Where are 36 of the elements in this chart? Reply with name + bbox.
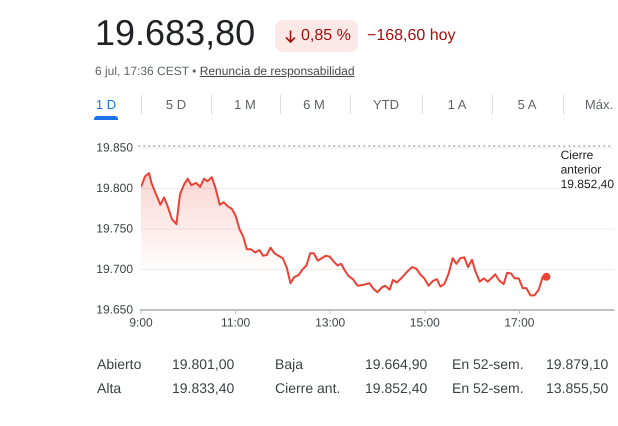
y-tick-label: 19.700 [96, 262, 134, 276]
y-tick-label: 19.650 [96, 302, 134, 316]
text: Baja [275, 356, 304, 372]
text: 19.833,40 [172, 380, 234, 396]
y-tick-label: 19.850 [96, 140, 134, 154]
x-tick-label: 13:00 [315, 316, 346, 330]
x-tick-label: 15:00 [410, 316, 440, 330]
text: 19.879,10 [546, 356, 608, 372]
ref-line-label: Cierre anterior 19.852,40 [560, 148, 614, 192]
text: En 52-sem. [452, 356, 524, 372]
text: 1 D [96, 97, 116, 113]
text: En 52-sem. [452, 380, 524, 396]
text: 5 D [166, 97, 186, 113]
chart-subtitle: 6 jul, 17:36 CEST • [95, 64, 196, 78]
text: 19.801,00 [172, 356, 234, 372]
text: YTD [373, 97, 399, 113]
text: 19.664,90 [365, 356, 428, 372]
chart-title: 19.683,80 [95, 12, 256, 54]
x-tick-label: 11:00 [221, 316, 250, 330]
text: Abierto [97, 356, 142, 372]
text: Máx. [584, 97, 614, 113]
y-tick-label: 19.750 [96, 221, 134, 236]
x-tick-label: 17:00 [504, 316, 535, 330]
text: Renuncia de responsabilidad [200, 64, 354, 78]
text: 19.852,40 [365, 380, 428, 396]
y-tick-label: 19.800 [96, 180, 134, 195]
text: Cierre ant. [275, 380, 340, 396]
text: 13.855,50 [546, 380, 608, 396]
x-tick-label: 9:00 [129, 316, 153, 330]
text: −168,60 hoy [367, 26, 456, 46]
text: 0,85 % [301, 26, 351, 46]
text: 6 M [303, 97, 325, 113]
text: 5 A [518, 97, 536, 113]
text: 1 A [448, 97, 466, 113]
text: 1 M [234, 97, 256, 113]
text: Alta [97, 380, 122, 396]
